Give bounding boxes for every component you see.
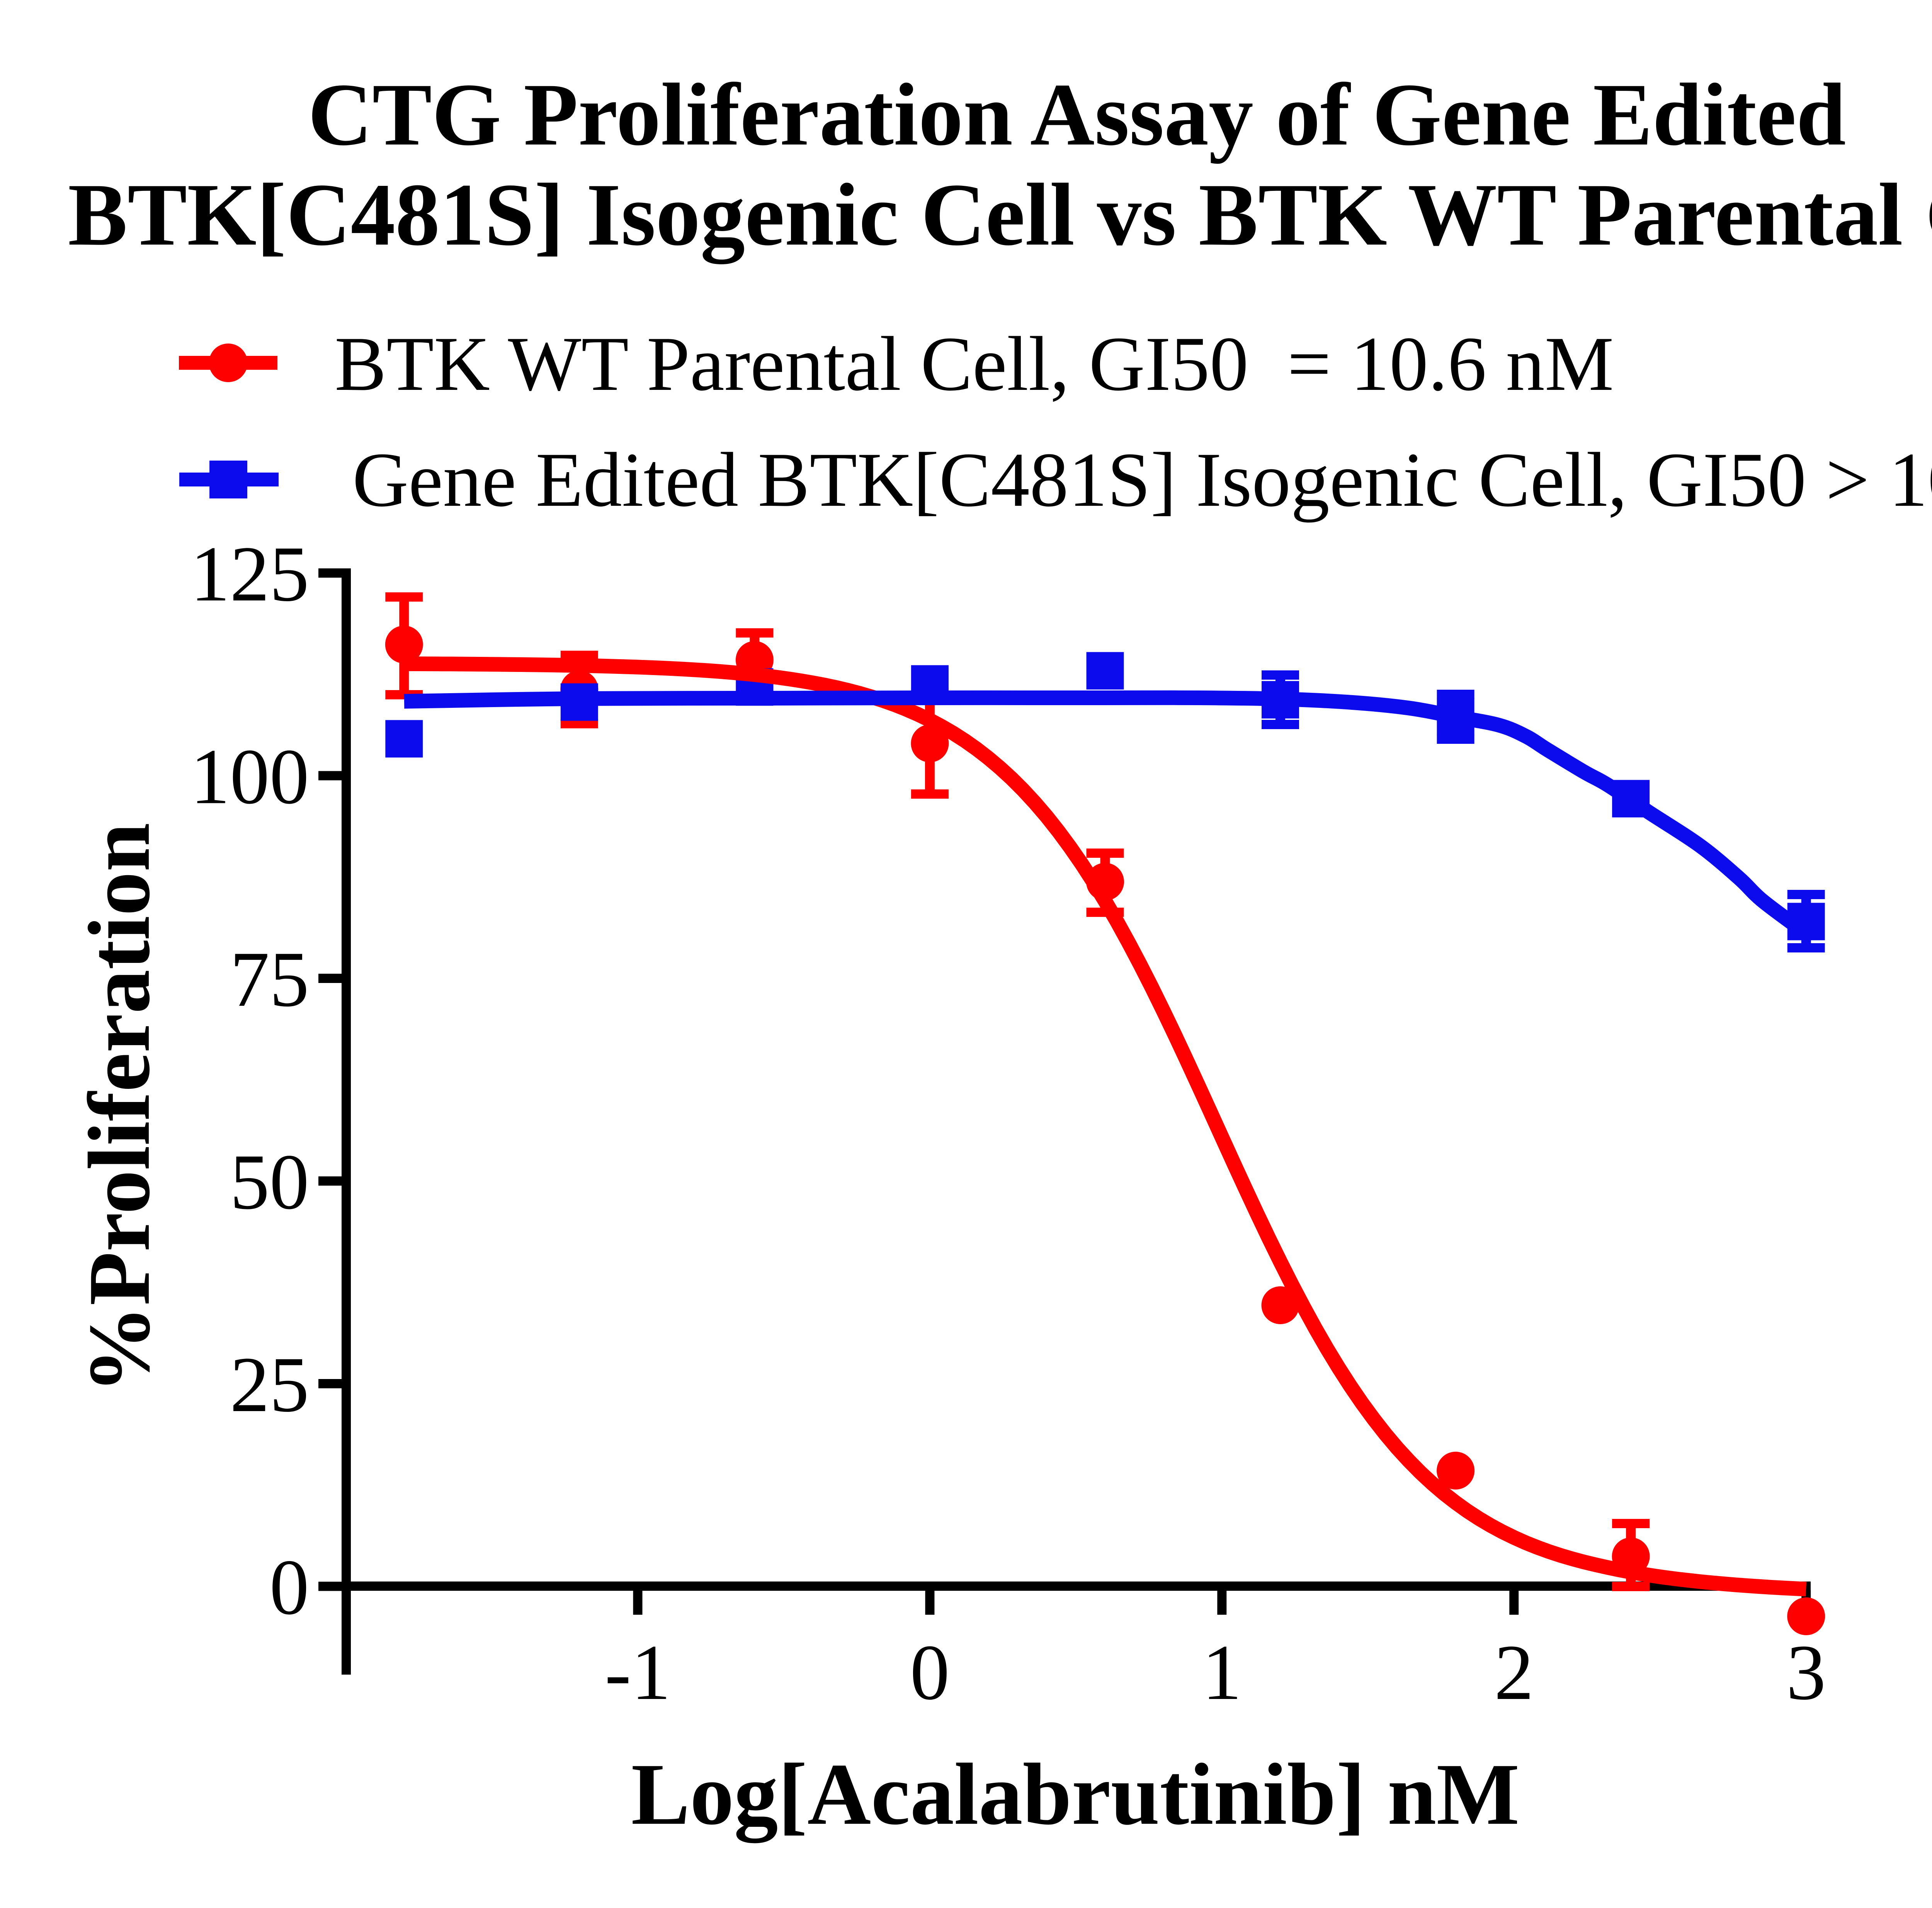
svg-text:-1: -1 (605, 1629, 671, 1716)
svg-text:Gene Edited BTK[C481S] Isogeni: Gene Edited BTK[C481S] Isogenic Cell, GI… (352, 437, 1932, 523)
svg-text:2: 2 (1494, 1629, 1534, 1716)
svg-text:BTK[C481S] Isogenic Cell vs BT: BTK[C481S] Isogenic Cell vs BTK WT Paren… (68, 165, 1932, 264)
svg-text:3: 3 (1786, 1629, 1826, 1716)
svg-text:25: 25 (230, 1341, 309, 1428)
svg-text:1: 1 (1202, 1629, 1242, 1716)
svg-text:0: 0 (270, 1544, 310, 1631)
svg-text:CTG Proliferation Assay of Gen: CTG Proliferation Assay of Gene Edited (308, 65, 1846, 164)
svg-text:100: 100 (190, 733, 310, 821)
svg-text:%Proliferation: %Proliferation (71, 823, 168, 1393)
svg-text:0: 0 (910, 1629, 950, 1716)
svg-text:75: 75 (230, 935, 309, 1023)
svg-text:Log[Acalabrutinib] nM: Log[Acalabrutinib] nM (631, 1746, 1519, 1843)
svg-text:50: 50 (230, 1138, 309, 1226)
svg-text:125: 125 (190, 530, 310, 618)
svg-text:BTK WT Parental Cell, GI50 =: BTK WT Parental Cell, GI50 = 10.6 nM (335, 321, 1614, 407)
